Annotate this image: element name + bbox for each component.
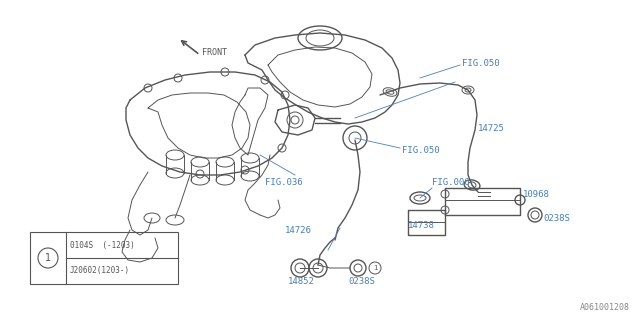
Text: 1: 1 xyxy=(45,253,51,263)
Text: 14725: 14725 xyxy=(478,124,505,132)
Text: FIG.006: FIG.006 xyxy=(432,178,470,187)
Text: 10968: 10968 xyxy=(523,189,550,198)
Text: FIG.050: FIG.050 xyxy=(462,59,500,68)
Text: FIG.036: FIG.036 xyxy=(265,178,303,187)
Text: FRONT: FRONT xyxy=(202,47,227,57)
Text: 14738: 14738 xyxy=(408,220,435,229)
Text: 0104S  (-1203): 0104S (-1203) xyxy=(70,241,135,250)
Bar xyxy=(30,232,178,284)
Text: FIG.050: FIG.050 xyxy=(402,146,440,155)
Text: A061001208: A061001208 xyxy=(580,303,630,312)
Text: J20602(1203-): J20602(1203-) xyxy=(70,267,130,276)
Text: 0238S: 0238S xyxy=(348,277,375,286)
Text: 14726: 14726 xyxy=(285,226,312,235)
Text: 1: 1 xyxy=(372,265,377,271)
Text: 0238S: 0238S xyxy=(543,213,570,222)
Text: 14852: 14852 xyxy=(288,277,315,286)
